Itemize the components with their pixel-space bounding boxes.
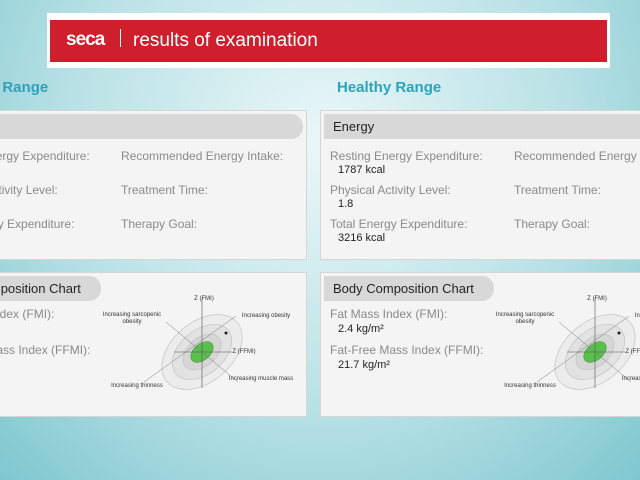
banner-bar: seca results of examination: [50, 20, 607, 62]
card-title: Body Composition Chart: [0, 281, 81, 296]
body-composition-card: Body Composition Chart Fat Mass Index (FM…: [320, 272, 640, 417]
field-label: Recommended Energy Intake:: [514, 149, 640, 163]
chart-label: Z (FMI): [587, 296, 607, 302]
field-value: 3216 kcal: [338, 232, 386, 244]
field-label: Physical Activity Level:: [0, 183, 58, 197]
marker: [224, 331, 228, 335]
field-label: Fat-Free Mass Index (FFMI):: [330, 343, 484, 357]
energy-card: Energy Resting Energy Expenditure:1787 kc…: [320, 110, 640, 260]
marker: [617, 331, 621, 335]
banner-title: results of examination: [133, 30, 318, 51]
chart-label: Increasing sarcopenic obesity: [102, 312, 162, 325]
card-title: Body Composition Chart: [333, 281, 474, 296]
composition-chart: [143, 298, 243, 390]
section-heading: Healthy Range: [0, 79, 49, 96]
field-label: Therapy Goal:: [121, 217, 198, 231]
field-label: Fat Mass Index (FMI):: [0, 307, 55, 321]
divider: [120, 29, 121, 47]
composition-chart: [536, 298, 636, 390]
chart-label: Z (FFMI): [625, 349, 640, 355]
card-header: Energy: [324, 114, 640, 139]
panel: Healthy Range Energy Resting Energy Expend…: [320, 0, 640, 480]
field-label: Fat-Free Mass Index (FFMI):: [0, 343, 91, 357]
section-heading: Healthy Range: [337, 79, 442, 96]
field-value: 1.8: [338, 198, 354, 210]
field-label: Total Energy Expenditure:: [330, 217, 468, 231]
field-label: Therapy Goal:: [514, 217, 591, 231]
diagonal: [558, 321, 632, 383]
brand: seca: [66, 29, 105, 50]
field-label: Total Energy Expenditure:: [0, 217, 75, 231]
card-header: Body Composition Chart: [0, 276, 101, 301]
field-label: Resting Energy Expenditure:: [0, 149, 90, 163]
field-label: Treatment Time:: [514, 183, 601, 197]
chart-label: Increasing muscle mass: [228, 376, 294, 382]
field-value: 1787 kcal: [338, 164, 386, 176]
chart-label: Z (FFMI): [232, 349, 256, 355]
diagonal: [536, 315, 630, 383]
chart-label: Increasing muscle mass: [621, 376, 640, 382]
field-label: Resting Energy Expenditure:: [330, 149, 483, 163]
field-label: Treatment Time:: [121, 183, 208, 197]
chart-label: Increasing obesity: [634, 313, 640, 319]
panel: Healthy Range Energy Resting Energy Expend…: [0, 0, 307, 480]
field-label: Physical Activity Level:: [330, 183, 451, 197]
chart-label: Increasing thinness: [504, 383, 556, 389]
field-label: Recommended Energy Intake:: [121, 149, 284, 163]
body-composition-card: Body Composition Chart Fat Mass Index (FM…: [0, 272, 307, 417]
chart-label: Increasing thinness: [111, 383, 163, 389]
chart-label: Increasing obesity: [241, 313, 291, 319]
card-header: Energy: [0, 114, 303, 139]
card-title: Energy: [333, 119, 375, 134]
diagonal: [165, 321, 239, 383]
chart-label: Z (FMI): [194, 296, 214, 302]
field-value: 21.7 kg/m²: [338, 359, 390, 371]
banner: seca results of examination: [47, 13, 610, 68]
chart-label: Increasing sarcopenic obesity: [495, 312, 555, 325]
field-label: Fat Mass Index (FMI):: [330, 307, 448, 321]
card-header: Body Composition Chart: [324, 276, 494, 301]
diagonal: [143, 315, 237, 383]
field-value: 2.4 kg/m²: [338, 323, 384, 335]
